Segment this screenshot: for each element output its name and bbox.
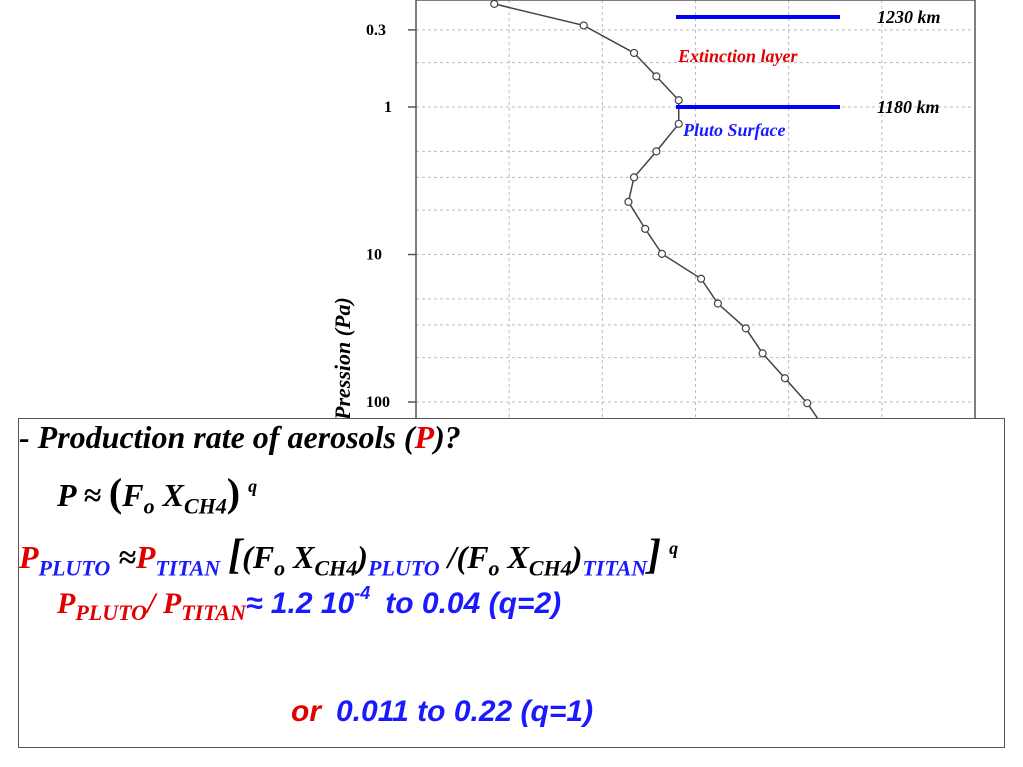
slash-f-open: /(F <box>447 539 489 575</box>
p-symbol: P <box>57 477 76 513</box>
x-symbol-2: X <box>507 539 529 575</box>
pluto-subscript-2: PLUTO <box>367 555 440 581</box>
data-point <box>624 197 633 207</box>
question-line: - Production rate of aerosols (P)? <box>19 419 461 456</box>
question-end: )? <box>434 419 461 455</box>
o-subscript-1: o <box>274 555 286 581</box>
data-point <box>713 299 722 308</box>
pluto-subscript: PLUTO <box>38 555 111 581</box>
ratio-range: to 0.04 (q=2) <box>385 587 562 620</box>
ratio-slash: / <box>147 587 156 620</box>
formula-pluto-titan: PPLUTO ≈PTITAN [(Fo XCH4)PLUTO /(Fo XCH4… <box>19 531 678 579</box>
ratio-value: ≈ 1.2 10 <box>246 587 355 620</box>
q-exponent: q <box>248 476 258 496</box>
data-point <box>674 119 683 128</box>
data-point <box>629 173 639 182</box>
alternate-range: 0.011 to 0.22 (q=1) <box>336 695 594 728</box>
formula-p: P ≈ (Fo XCH4) q <box>57 469 258 519</box>
data-point <box>641 224 650 233</box>
x-subscript: CH4 <box>183 493 227 519</box>
o-subscript-2: o <box>488 555 500 581</box>
y-tick-label: 100 <box>366 394 390 411</box>
question-text: Production rate of aerosols ( <box>37 419 415 455</box>
ratio-line: PPLUTO/ PTITAN≈ 1.2 10-4 to 0.04 (q=2) <box>57 584 562 624</box>
close-paren-1: ) <box>357 539 368 575</box>
ratio-exponent: -4 <box>354 583 371 603</box>
open-bracket: [ <box>228 532 243 578</box>
data-point <box>758 349 767 358</box>
open-paren: ( <box>108 470 123 515</box>
p-symbol: P <box>414 419 435 455</box>
or-word: or <box>291 695 321 728</box>
f-open: (F <box>242 539 275 575</box>
data-point <box>652 72 661 81</box>
titan-subscript: TITAN <box>181 600 246 625</box>
data-point <box>674 96 683 105</box>
f-symbol: F <box>122 477 144 513</box>
ch4-subscript-2: CH4 <box>528 555 572 581</box>
pluto-surface-label: Pluto Surface <box>682 120 786 140</box>
close-bracket: ] <box>647 532 662 578</box>
y-tick-label: 10 <box>366 247 382 264</box>
extinction-layer-label: Extinction layer <box>677 46 799 66</box>
data-series <box>490 0 829 433</box>
titan-subscript-2: TITAN <box>582 555 648 581</box>
p-titan: P <box>162 587 182 620</box>
reference-line-label: 1180 km <box>877 97 940 117</box>
data-point <box>579 21 588 30</box>
data-point <box>741 324 750 333</box>
p-pluto: P <box>57 587 76 620</box>
data-point <box>629 48 639 58</box>
x-symbol-1: X <box>293 539 315 575</box>
data-point <box>803 399 812 408</box>
y-axis-ticks: 0.3 1 10 100 <box>366 22 416 411</box>
titan-subscript: TITAN <box>155 555 221 581</box>
data-point <box>652 147 661 156</box>
ch4-subscript-1: CH4 <box>314 555 358 581</box>
data-point <box>780 374 790 383</box>
close-paren-2: ) <box>571 539 583 575</box>
y-axis-label: Pression (Pa) <box>330 297 355 421</box>
pluto-subscript: PLUTO <box>75 600 148 625</box>
q-exponent: q <box>669 538 679 558</box>
data-point <box>490 0 499 9</box>
p-titan: P <box>135 539 156 575</box>
data-point <box>696 274 706 283</box>
close-paren: ) <box>226 470 241 515</box>
alternate-ratio-line: or 0.011 to 0.22 (q=1) <box>291 695 593 729</box>
profile-line <box>494 3 825 429</box>
reference-line-label: 1230 km <box>877 7 941 27</box>
x-symbol: X <box>162 477 184 513</box>
production-rate-textbox: - Production rate of aerosols (P)? P ≈ (… <box>18 418 1005 748</box>
f-subscript: o <box>143 493 155 519</box>
dash: - <box>19 419 38 455</box>
approx-sign: ≈ <box>118 539 136 575</box>
p-pluto: P <box>19 539 39 575</box>
y-tick-label: 0.3 <box>366 22 386 39</box>
y-tick-label: 1 <box>384 99 392 116</box>
approx-sign: ≈ <box>83 477 101 513</box>
reference-lines: 1230 km 1180 km <box>676 7 941 117</box>
data-point <box>657 249 667 258</box>
